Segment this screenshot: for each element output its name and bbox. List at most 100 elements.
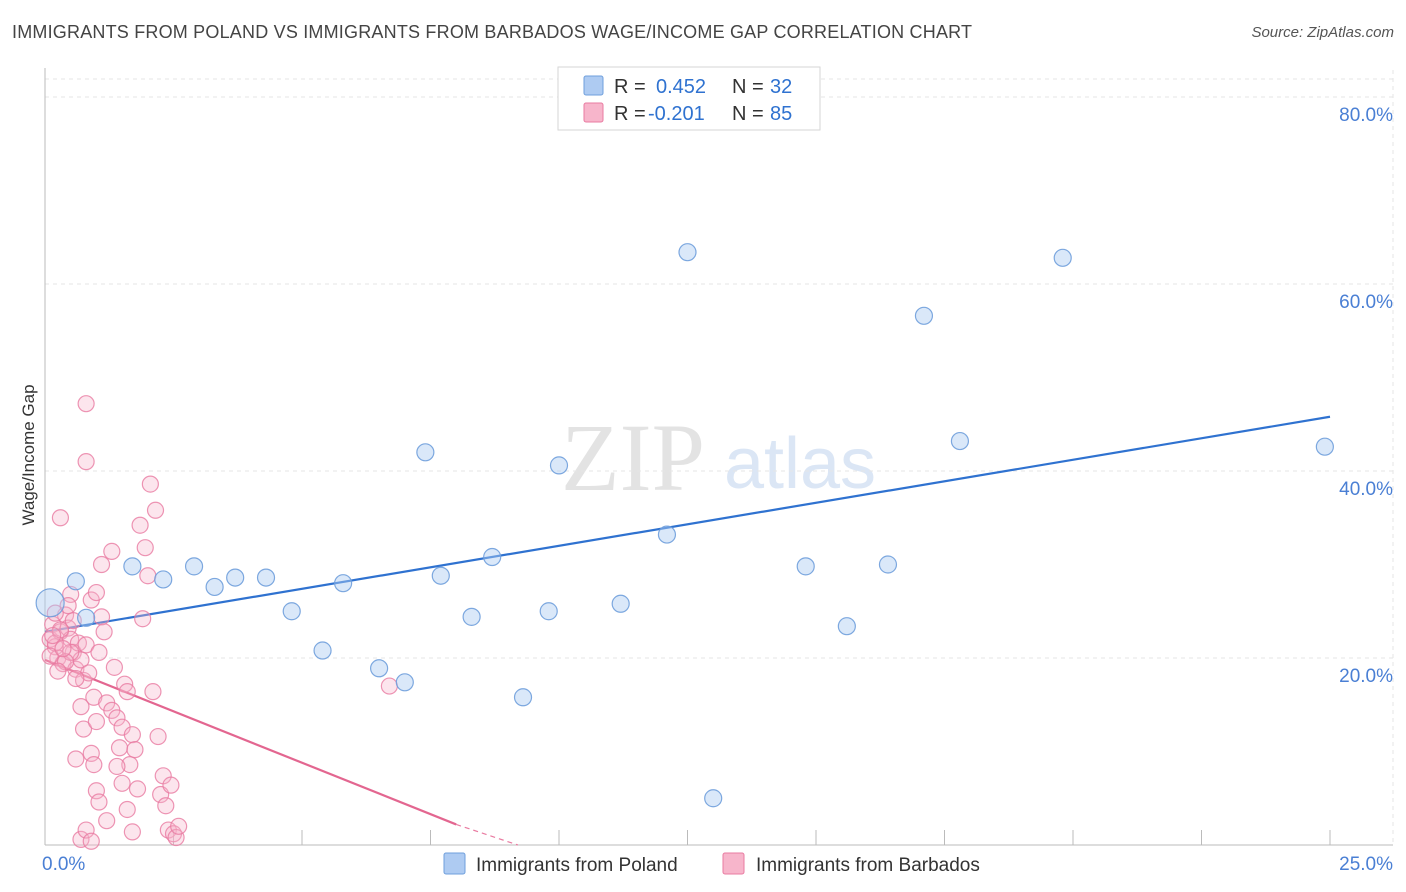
data-point-barbados [380,677,398,695]
legend-r-value-barbados: -0.201 [648,103,705,125]
data-point-barbados [126,741,144,759]
legend-r-label-barbados: R = [614,103,646,125]
data-point-poland [66,572,85,591]
data-point-barbados [74,720,93,738]
y-tick-label: 20.0% [1339,666,1393,687]
data-point-barbados [108,757,126,776]
trend-lines [44,415,1331,846]
source-label: Source: ZipAtlas.com [1251,24,1394,41]
data-point-barbados [162,776,180,794]
x-tick-label: 25.0% [1339,854,1393,875]
data-point-barbados [134,610,152,628]
data-point-barbados [123,726,141,744]
data-point-barbados [92,555,111,574]
data-point-barbados [118,800,136,819]
data-point-barbados [98,812,116,830]
data-point-poland [539,602,558,621]
data-point-barbados [167,828,185,847]
data-point-poland [282,602,301,621]
correlation-legend: R = 0.452 N = 32 R = -0.201 N = 85 [557,66,821,131]
data-point-poland [878,555,898,574]
data-point-poland [657,525,677,544]
data-point-poland [256,568,276,587]
data-point-barbados [113,774,131,792]
watermark-zip: ZIP [561,404,705,511]
legend-n-value-poland: 32 [770,76,792,98]
data-point-poland [549,456,569,475]
data-point-barbados [149,727,167,746]
data-point-poland [313,641,332,660]
series-legend: Immigrants from Poland Immigrants from B… [443,852,980,876]
legend-n-label-barbados: N = [732,103,764,125]
data-point-barbados [82,832,100,850]
data-point-poland [123,557,142,576]
data-point-barbados [77,453,95,471]
watermark: ZIP atlas [561,404,876,511]
watermark-atlas: atlas [724,424,876,504]
data-point-poland [334,574,353,593]
data-point-poland [431,566,450,585]
data-point-barbados [95,623,113,641]
legend-n-label-poland: N = [732,76,764,98]
data-point-poland [1053,248,1072,267]
data-point-barbados [49,662,67,680]
gridlines [45,70,1394,845]
data-point-poland [154,570,173,589]
data-point-poland [483,547,502,567]
trend-line-poland [44,415,1331,633]
y-tick-label: 60.0% [1339,292,1393,313]
data-point-barbados [121,755,139,774]
data-point-barbados [131,516,149,534]
series-legend-swatch-barbados [722,852,745,875]
data-point-poland [370,659,389,678]
x-tick-labels: 0.0% 25.0% [42,854,1393,875]
data-point-poland [416,443,435,462]
data-point-poland [796,557,815,576]
data-point-barbados [170,817,188,835]
data-point-barbados [139,567,157,585]
legend-swatch-poland [583,75,604,96]
data-point-barbados [144,683,162,701]
data-point-barbados [87,583,106,602]
data-point-barbados [67,669,85,688]
data-point-barbados [90,793,108,811]
data-point-poland [837,617,856,636]
data-point-barbados [157,797,175,815]
legend-n-value-barbados: 85 [770,103,792,125]
series-legend-barbados: Immigrants from Barbados [756,855,980,876]
data-point-barbados [67,750,85,768]
data-point-barbados [77,821,95,839]
data-point-barbados [77,395,95,413]
x-tick-label: 0.0% [42,854,85,875]
data-point-barbados [90,643,108,661]
data-point-barbados [108,709,126,727]
data-point-barbados [87,712,106,731]
trend-line-barbados [44,658,457,826]
data-point-poland [704,789,723,808]
data-point-barbados [72,698,90,716]
data-point-poland [1315,437,1334,456]
y-tick-label: 40.0% [1339,479,1393,500]
data-point-poland [513,688,533,707]
legend-r-label-poland: R = [614,76,646,98]
data-point-barbados [118,683,136,701]
y-tick-label: 80.0% [1339,105,1393,126]
data-point-poland [184,557,204,576]
data-point-barbados [44,626,62,645]
legend-swatch-barbados [583,102,604,123]
series-legend-poland: Immigrants from Poland [476,855,678,876]
data-point-poland [950,431,970,451]
data-point-poland [226,568,245,587]
chart-title: IMMIGRANTS FROM POLAND VS IMMIGRANTS FRO… [12,22,973,42]
data-point-barbados [82,744,100,762]
data-point-barbados [105,658,123,676]
data-point-poland [35,588,65,618]
series-legend-swatch-poland [443,852,466,875]
data-point-barbados [110,739,129,757]
data-point-barbados [62,585,80,604]
data-point-barbados [146,501,165,519]
trend-line-barbados-extension [456,823,519,846]
axes [44,68,1393,846]
data-point-poland [678,243,697,262]
